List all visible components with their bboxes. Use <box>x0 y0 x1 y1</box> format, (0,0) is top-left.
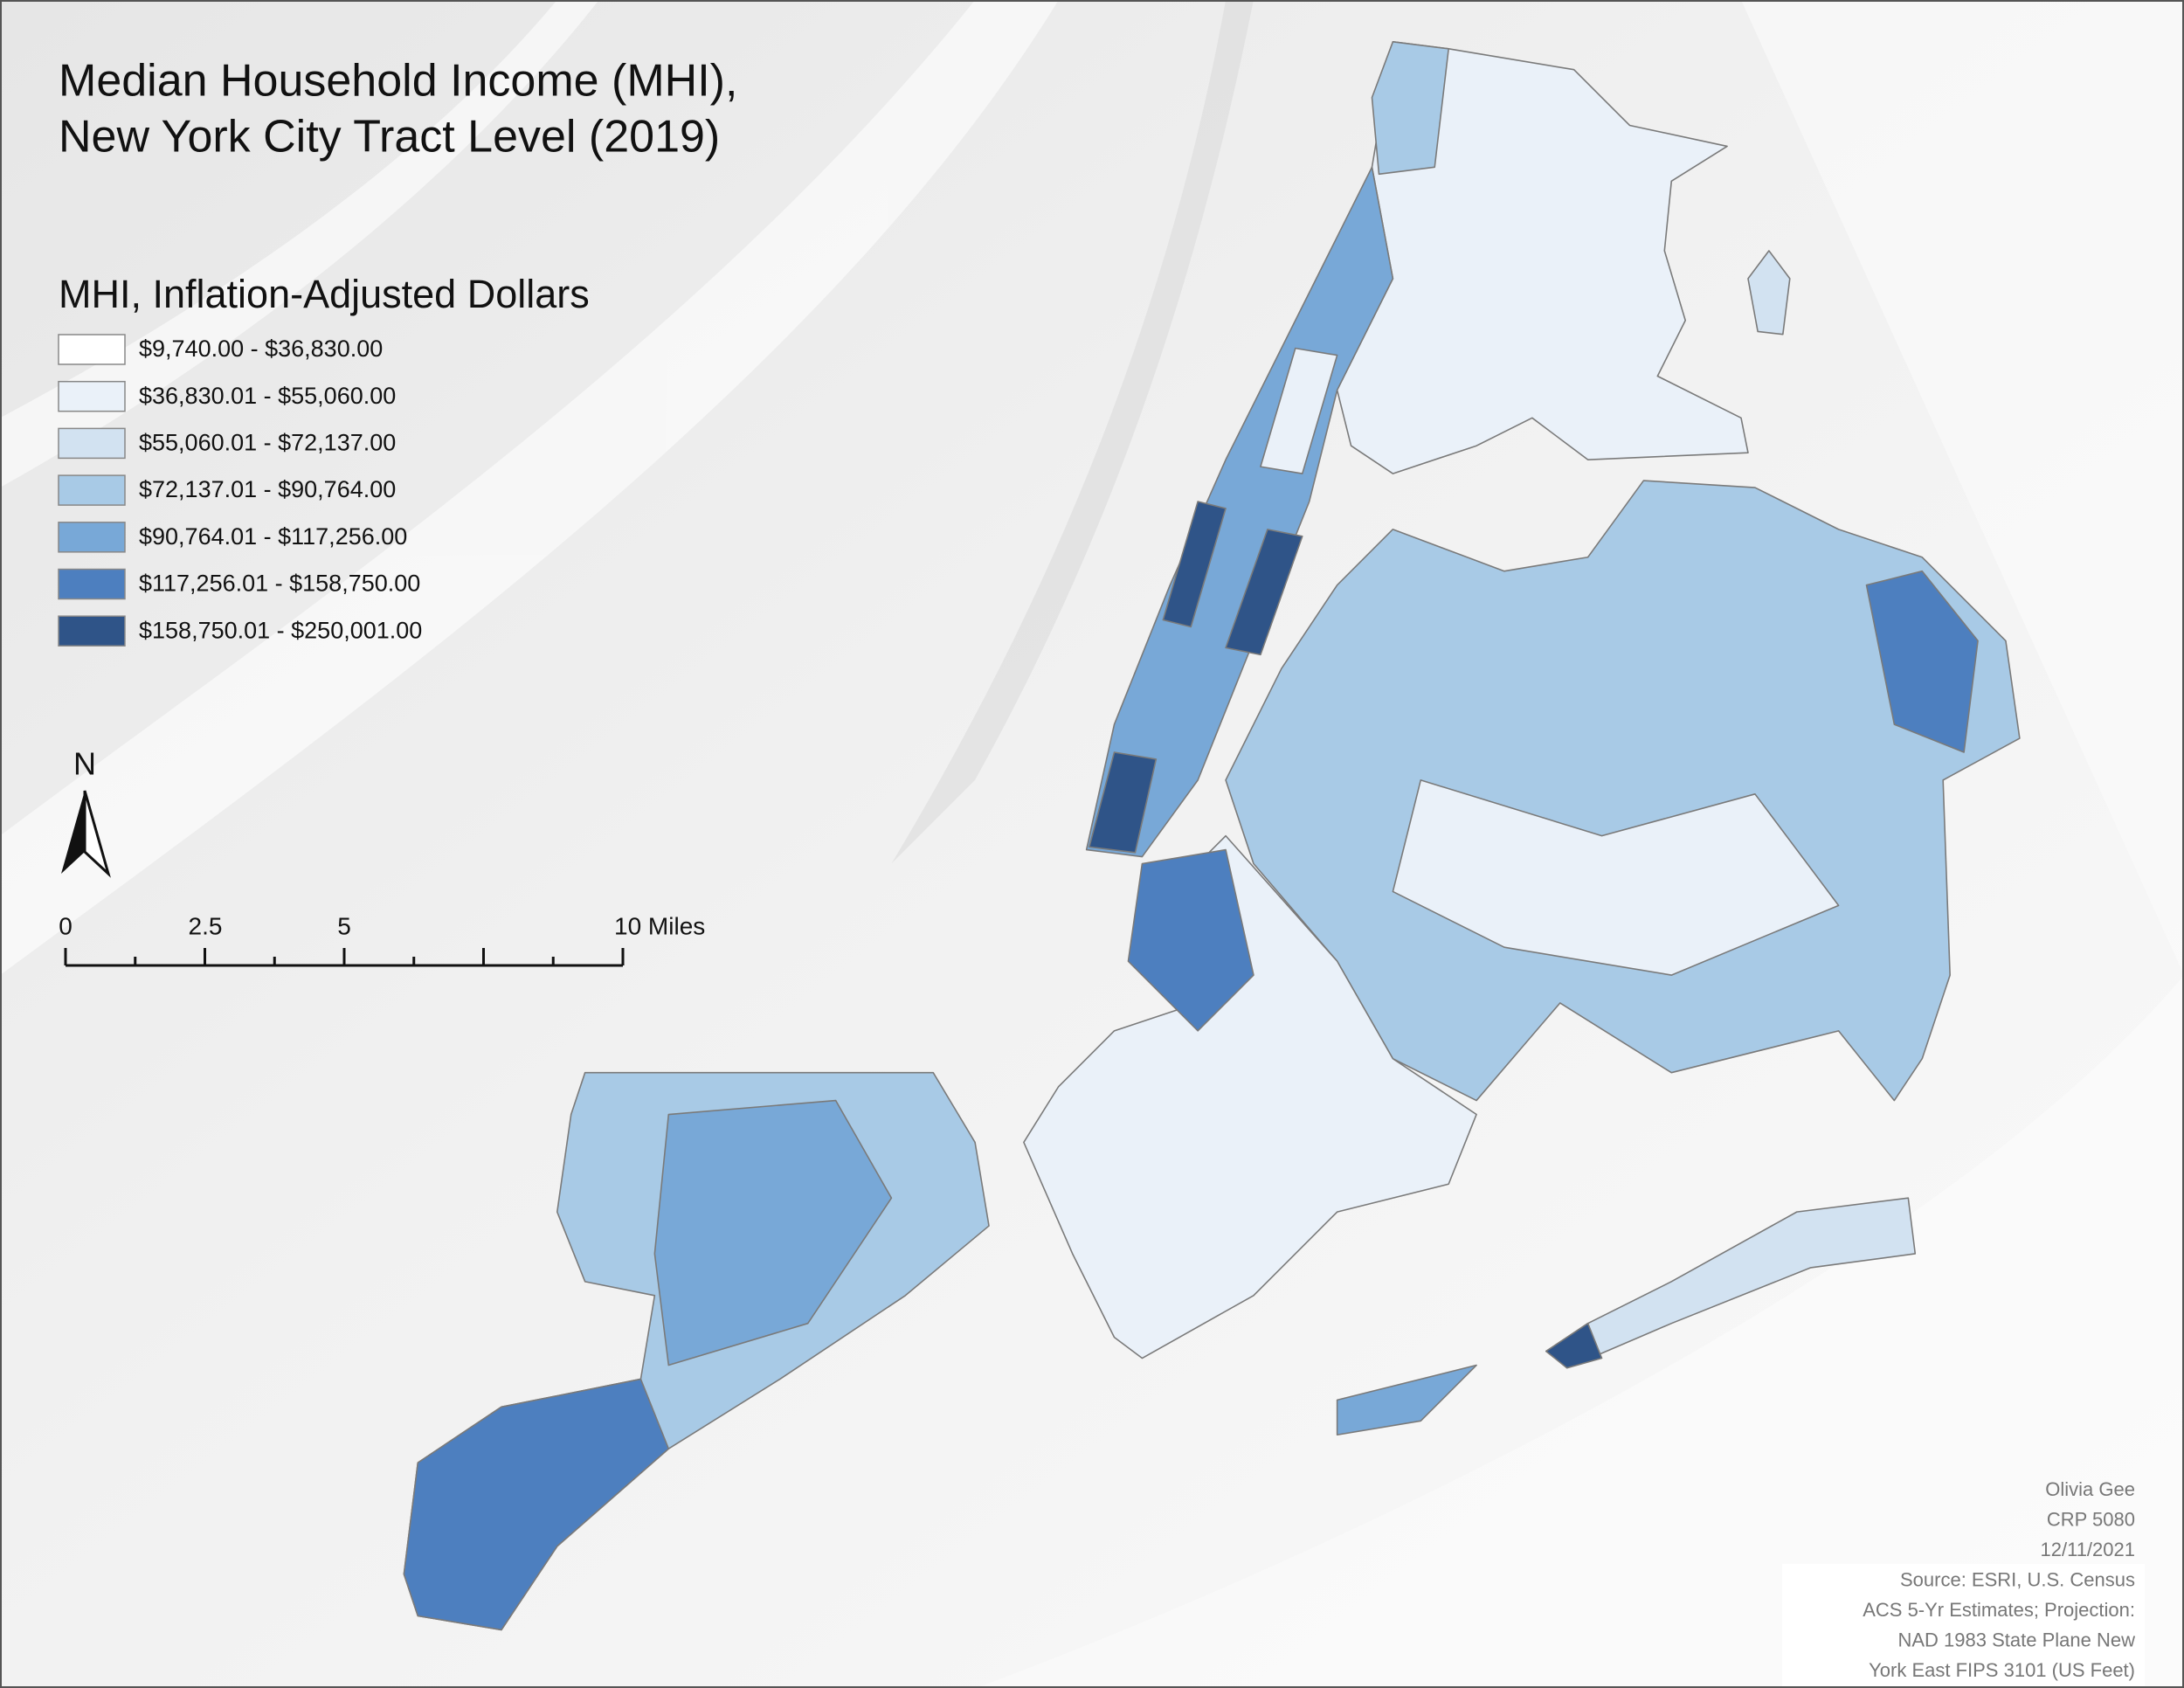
legend-title: MHI, Inflation-Adjusted Dollars <box>59 272 590 316</box>
brownstone-brooklyn <box>1127 848 1254 1032</box>
map-title: Median Household Income (MHI), <box>59 56 737 107</box>
harlem <box>1260 347 1338 474</box>
upper-west <box>1162 501 1227 628</box>
queens-central <box>1392 779 1840 976</box>
scale-bar: 0 2.5 5 10 Miles <box>59 912 705 967</box>
legend-label: $117,256.01 - $158,750.00 <box>139 571 420 597</box>
rockaway <box>1545 1197 1917 1366</box>
credit-line: Source: ESRI, U.S. Census <box>1900 1568 2135 1590</box>
credit-line: ACS 5-Yr Estimates; Projection: <box>1863 1599 2135 1621</box>
legend-label: $36,830.01 - $55,060.00 <box>139 383 396 409</box>
staten-island-south <box>403 1378 670 1631</box>
legend-swatch <box>58 522 126 553</box>
credit-line: 12/11/2021 <box>2041 1539 2135 1560</box>
upper-east <box>1225 529 1303 656</box>
legend-label: $55,060.01 - $72,137.00 <box>139 430 396 456</box>
rockaway-west <box>1545 1322 1603 1369</box>
credits-box <box>1782 1564 2145 1686</box>
scale-label: 5 <box>337 912 351 939</box>
legend-swatch <box>58 334 126 365</box>
legend-swatch <box>58 568 126 600</box>
arrow-left <box>61 791 85 874</box>
scale-label: 2.5 <box>189 912 223 939</box>
staten-island-mid <box>653 1099 893 1366</box>
credit-line: Olivia Gee <box>2045 1478 2135 1500</box>
legend-label: $9,740.00 - $36,830.00 <box>139 336 383 362</box>
legend-swatch <box>58 615 126 647</box>
legend-label: $90,764.01 - $117,256.00 <box>139 523 407 550</box>
legend-swatch <box>58 427 126 460</box>
credit-line: NAD 1983 State Plane New <box>1898 1629 2136 1650</box>
bronx <box>1336 41 1749 474</box>
legend-label: $72,137.01 - $90,764.00 <box>139 476 396 502</box>
bronx-north <box>1371 41 1449 176</box>
arrow-right <box>83 790 111 878</box>
legend-label: $158,750.01 - $250,001.00 <box>139 617 422 643</box>
credit-line: York East FIPS 3101 (US Feet) <box>1869 1659 2135 1681</box>
legend: $9,740.00 - $36,830.00 $36,830.01 - $55,0… <box>58 334 422 647</box>
lower-manhattan <box>1089 751 1158 854</box>
map-title: New York City Tract Level (2019) <box>59 112 720 163</box>
breezy-point <box>1336 1364 1477 1436</box>
manhattan <box>1085 166 1394 858</box>
north-arrow: N <box>61 746 111 878</box>
scale-label: 10 Miles <box>614 912 705 939</box>
boroughs <box>403 41 2021 1631</box>
brooklyn <box>1023 834 1477 1359</box>
scale-label: 0 <box>59 912 73 939</box>
north-label: N <box>73 746 96 782</box>
credits: Olivia Gee CRP 5080 12/11/2021 Source: ESRI… <box>1863 1478 2135 1681</box>
city-island <box>1747 250 1791 336</box>
legend-swatch <box>58 380 126 412</box>
queens-east <box>1865 570 1979 753</box>
credit-line: CRP 5080 <box>2047 1508 2135 1530</box>
legend-swatch <box>58 474 126 506</box>
